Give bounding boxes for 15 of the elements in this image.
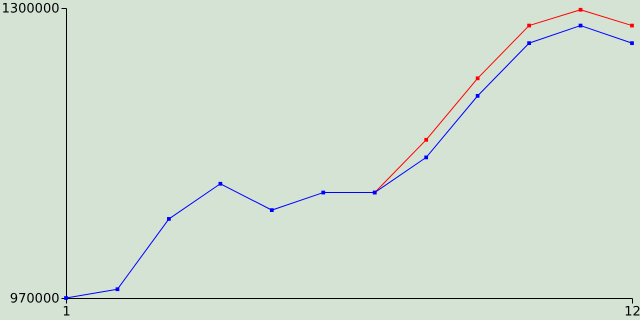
point <box>321 190 326 194</box>
x-tick-label: 12 <box>624 304 640 320</box>
point <box>424 156 428 160</box>
x-tick-label: 1 <box>62 304 71 320</box>
point <box>578 24 582 28</box>
point <box>167 217 171 221</box>
point <box>630 41 634 46</box>
point <box>527 24 531 28</box>
point <box>578 8 582 12</box>
point <box>64 296 68 300</box>
point <box>527 41 531 46</box>
y-tick-label: 970000 <box>10 292 60 306</box>
point <box>116 287 120 292</box>
point <box>630 24 634 28</box>
y-tick-label: 1300000 <box>2 2 60 16</box>
